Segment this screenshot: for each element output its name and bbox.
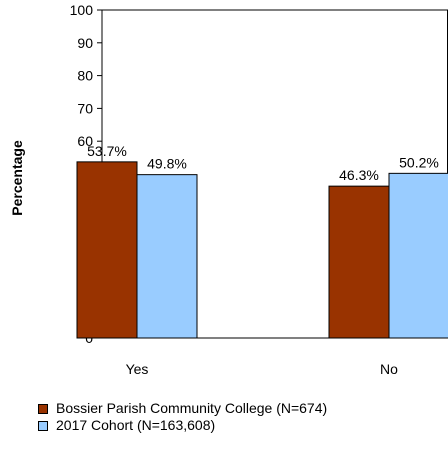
legend-swatch-series-2 [38, 420, 48, 431]
data-label: 53.7% [87, 143, 127, 159]
bar [388, 172, 448, 339]
legend-label-series-2: 2017 Cohort (N=163,608) [56, 417, 216, 433]
bar [328, 185, 390, 339]
legend-item-series-2: 2017 Cohort (N=163,608) [38, 417, 327, 434]
y-axis-label: Percentage [9, 140, 25, 216]
data-label: 50.2% [399, 154, 439, 170]
y-tick-label: 80 [77, 68, 93, 84]
y-tick-label: 100 [70, 2, 94, 18]
data-label: 46.3% [339, 167, 379, 183]
plot-area: 010203040506070809010053.7%49.8%Yes46.3%… [70, 2, 448, 377]
y-tick-label: 90 [77, 35, 93, 51]
legend-item-series-1: Bossier Parish Community College (N=674) [38, 400, 327, 417]
legend-swatch-series-1 [38, 403, 48, 414]
bar [136, 174, 198, 339]
data-label: 49.8% [147, 156, 187, 172]
legend: Bossier Parish Community College (N=674)… [38, 400, 327, 434]
bar [76, 161, 138, 339]
x-tick-label: No [380, 361, 398, 377]
x-tick-label: Yes [126, 361, 149, 377]
y-tick-label: 70 [77, 100, 93, 116]
y-tick-label: 60 [77, 133, 93, 149]
legend-label-series-1: Bossier Parish Community College (N=674) [56, 400, 328, 416]
